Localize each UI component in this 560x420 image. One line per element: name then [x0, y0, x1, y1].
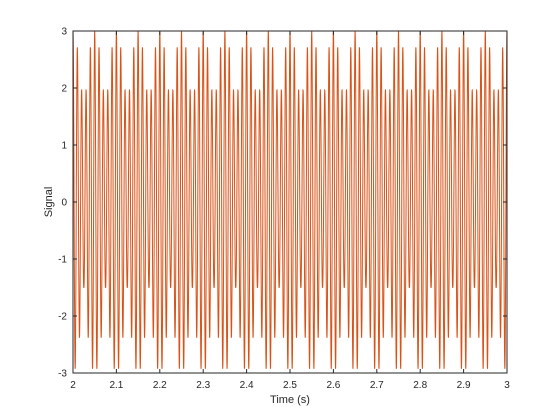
x-tick-label: 2.2 [153, 380, 167, 391]
x-axis: 2 2.1 2.2 2.3 2.4 2.5 2.6 2.7 2.8 2.9 3 [70, 31, 510, 391]
x-tick-label: 2.1 [109, 380, 123, 391]
y-tick-label: -2 [58, 312, 67, 323]
x-tick-label: 2.6 [326, 380, 340, 391]
x-tick-label: 2.4 [240, 380, 254, 391]
x-tick-label: 2.7 [370, 380, 384, 391]
plot-frame [72, 30, 508, 374]
x-tick-label: 2.5 [283, 380, 297, 391]
y-tick-label: -1 [58, 255, 67, 266]
x-tick-label: 2.9 [457, 380, 471, 391]
y-tick-label: 1 [61, 141, 67, 152]
x-tick-label: 3 [504, 380, 510, 391]
y-tick-label: 2 [61, 84, 67, 95]
y-axis-label: Signal [43, 187, 55, 218]
x-tick-label: 2.8 [413, 380, 427, 391]
x-axis-label: Time (s) [270, 394, 310, 406]
y-axis: -3 -2 -1 0 1 2 3 [58, 27, 507, 380]
y-tick-label: 3 [61, 27, 67, 38]
y-tick-label: -3 [58, 369, 67, 380]
series-layer [72, 30, 508, 369]
x-tick-label: 2.3 [196, 380, 210, 391]
x-tick-label: 2 [70, 380, 76, 391]
y-tick-label: 0 [61, 198, 67, 209]
signal-series-line [72, 30, 508, 369]
